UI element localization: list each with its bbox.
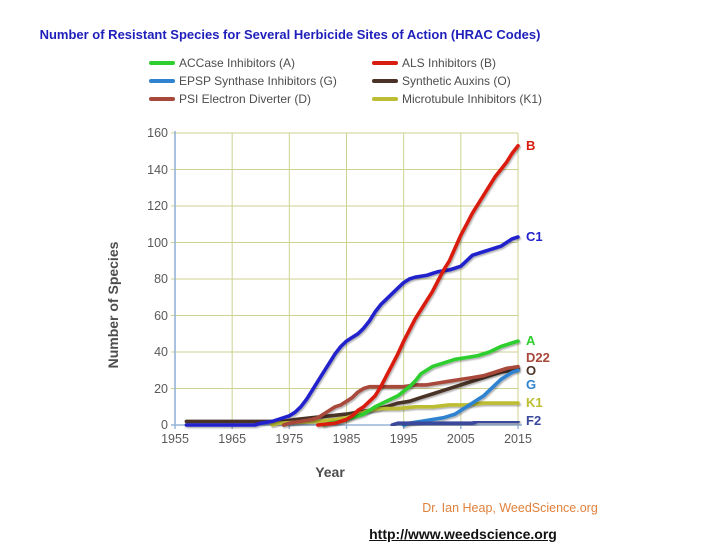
series-label-F2: F2 xyxy=(526,413,542,429)
legend-swatch-D xyxy=(149,97,175,101)
series-label-D: D22 xyxy=(526,349,550,365)
x-tick-1975: 1975 xyxy=(275,432,304,446)
series-line-G xyxy=(401,368,520,427)
x-tick-1995: 1995 xyxy=(389,432,418,446)
series-label-G: G xyxy=(526,377,537,393)
legend-swatch-A xyxy=(149,61,175,65)
y-tick-20: 20 xyxy=(154,381,168,396)
legend-label-B: ALS Inhibitors (B) xyxy=(402,56,497,70)
series-line-F2 xyxy=(390,419,520,427)
x-tick-1955: 1955 xyxy=(161,432,189,446)
chart-title: Number of Resistant Species for Several … xyxy=(39,27,541,42)
series-line-B xyxy=(316,144,520,427)
series-lines xyxy=(184,144,520,427)
series-label-O: O xyxy=(526,363,537,379)
x-tick-1985: 1985 xyxy=(332,432,361,446)
series-line-A xyxy=(321,339,520,427)
legend-label-O: Synthetic Auxins (O) xyxy=(402,74,511,88)
legend-item-B: ALS Inhibitors (B) xyxy=(372,56,496,70)
y-tick-0: 0 xyxy=(161,418,168,432)
y-tick-60: 60 xyxy=(154,308,168,323)
series-line-C1 xyxy=(184,235,520,427)
legend-swatch-G xyxy=(149,79,175,83)
y-tick-40: 40 xyxy=(154,345,168,359)
x-tick-2015: 2015 xyxy=(504,432,532,446)
series-line-D xyxy=(281,364,520,427)
series-label-K1: K1 xyxy=(526,395,543,411)
y-tick-80: 80 xyxy=(154,272,168,286)
x-axis-title: Year xyxy=(315,464,345,480)
y-axis-title: Number of Species xyxy=(105,241,121,369)
legend-swatch-B xyxy=(372,61,398,65)
author-credit: Dr. Ian Heap, WeedScience.org xyxy=(422,501,598,515)
y-tick-140: 140 xyxy=(147,162,168,177)
legend-label-K1: Microtubule Inhibitors (K1) xyxy=(402,92,543,106)
legend-label-G: EPSP Synthase Inhibitors (G) xyxy=(179,74,337,88)
legend-item-A: ACCase Inhibitors (A) xyxy=(149,56,295,70)
legend-swatch-O xyxy=(372,79,398,83)
legend-label-D: PSI Electron Diverter (D) xyxy=(179,92,312,106)
series-label-B: B xyxy=(526,137,536,153)
y-tick-160: 160 xyxy=(147,126,168,140)
x-tick-2005: 2005 xyxy=(446,432,475,446)
series-label-A: A xyxy=(526,333,536,349)
legend-item-G: EPSP Synthase Inhibitors (G) xyxy=(149,74,337,88)
x-tick-1965: 1965 xyxy=(218,432,247,446)
legend-label-A: ACCase Inhibitors (A) xyxy=(179,56,296,70)
series-label-C1: C1 xyxy=(526,229,543,245)
legend-swatch-K1 xyxy=(372,97,398,101)
legend-item-O: Synthetic Auxins (O) xyxy=(372,74,511,88)
legend-item-K1: Microtubule Inhibitors (K1) xyxy=(372,92,542,106)
weedscience-url-link[interactable]: http://www.weedscience.org xyxy=(369,526,557,542)
y-tick-120: 120 xyxy=(147,199,168,213)
y-tick-100: 100 xyxy=(147,235,168,250)
legend-item-D: PSI Electron Diverter (D) xyxy=(149,92,311,106)
